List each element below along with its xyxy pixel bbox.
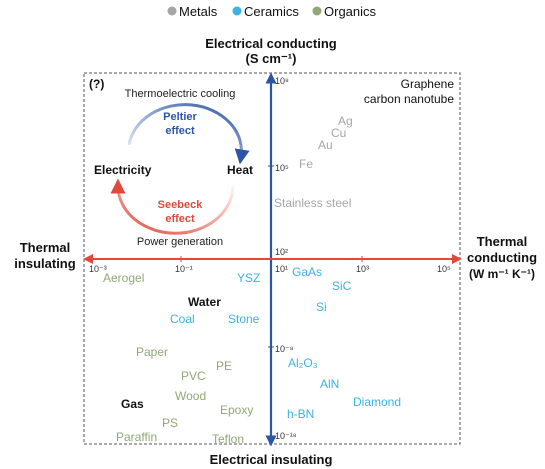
material-label-al-o: Al₂O₃ [288, 356, 318, 370]
material-label-ps: PS [162, 416, 178, 430]
inset-bottom-label: Power generation [137, 236, 223, 248]
inset-tag: (?) [89, 77, 104, 91]
material-label-si: Si [316, 300, 327, 314]
material-label-water: Water [188, 295, 221, 309]
material-label-sic: SiC [332, 279, 352, 293]
y-tick-marks [268, 165, 274, 348]
y-tick-label: 10⁸ [275, 76, 289, 86]
axis-title-bottom: Electrical insulating [210, 452, 333, 467]
material-label-au: Au [318, 138, 333, 152]
axis-title-right-line1: Thermal [477, 234, 528, 249]
axis-title-top: Electrical conducting [205, 36, 337, 51]
legend-label-metals: Metals [179, 4, 218, 19]
y-tick-label: 10⁻⁸ [275, 344, 294, 354]
material-label-paper: Paper [136, 345, 168, 359]
legend-label-organics: Organics [324, 4, 377, 19]
axis-title-right-line2: conducting [467, 250, 537, 265]
y-tick-label: 10² [275, 247, 288, 257]
material-label-ag: Ag [338, 114, 353, 128]
material-label-pe: PE [216, 359, 232, 373]
material-label-ysz: YSZ [237, 271, 260, 285]
x-tick-marks [180, 256, 363, 262]
electricity-label: Electricity [94, 163, 152, 177]
material-label-stone: Stone [228, 312, 260, 326]
y-tick-labels: 10⁸ 10⁵ 10² 10⁻⁸ 10⁻¹⁸ [275, 76, 297, 441]
x-tick-label: 10³ [356, 264, 369, 274]
legend-dot-organics [312, 6, 322, 16]
axis-title-left-line1: Thermal [20, 240, 71, 255]
material-label-paraffin: Paraffin [116, 430, 157, 444]
material-label-cu: Cu [331, 126, 346, 140]
graphene-label: Graphene [401, 77, 455, 91]
material-label-epoxy: Epoxy [220, 403, 253, 417]
peltier-label-line2: effect [165, 125, 195, 137]
axis-title-top-unit: (S cm⁻¹) [246, 51, 297, 66]
material-label-coal: Coal [170, 312, 195, 326]
material-label-fe: Fe [299, 157, 313, 171]
material-label-aerogel: Aerogel [103, 271, 144, 285]
legend-dot-ceramics [232, 6, 242, 16]
cnt-label: carbon nanotube [364, 92, 454, 106]
y-tick-label: 10⁻¹⁸ [275, 431, 297, 441]
seebeck-arc [110, 178, 235, 235]
x-tick-label: 10⁻¹ [175, 264, 193, 274]
inset-top-label: Thermoelectric cooling [125, 88, 236, 100]
thermoelectric-inset: (?) Thermoelectric cooling Peltier effect… [89, 77, 253, 248]
material-label-aln: AlN [320, 377, 339, 391]
peltier-label: Peltier effect [163, 111, 197, 137]
x-tick-labels: 10⁻³ 10⁻¹ 10¹ 10³ 10⁵ [89, 264, 451, 274]
material-label-pvc: PVC [181, 369, 206, 383]
legend-dot-metals [167, 6, 177, 16]
material-label-diamond: Diamond [353, 395, 401, 409]
material-label-gas: Gas [121, 397, 144, 411]
seebeck-label: Seebeck effect [158, 199, 204, 225]
legend-label-ceramics: Ceramics [244, 4, 299, 19]
legend: Metals Ceramics Organics [167, 4, 377, 19]
x-tick-label: 10¹ [275, 264, 288, 274]
graphene-cnt-label: Graphene carbon nanotube [364, 77, 454, 106]
x-tick-label: 10⁻³ [89, 264, 107, 274]
material-label-stainless-steel: Stainless steel [274, 196, 351, 210]
material-label-wood: Wood [175, 389, 206, 403]
axis-title-right-line3: (W m⁻¹ K⁻¹) [469, 267, 535, 281]
peltier-label-line1: Peltier [163, 111, 197, 123]
material-label-h-bn: h-BN [287, 407, 314, 421]
x-tick-label: 10⁵ [437, 264, 451, 274]
y-tick-label: 10⁵ [275, 163, 289, 173]
material-label-gaas: GaAs [292, 265, 322, 279]
seebeck-label-line2: effect [165, 213, 195, 225]
material-label-teflon: Teflon [212, 432, 244, 446]
heat-label: Heat [227, 163, 253, 177]
seebeck-label-line1: Seebeck [158, 199, 204, 211]
peltier-arc [127, 103, 250, 165]
axis-title-left-line2: insulating [14, 256, 75, 271]
